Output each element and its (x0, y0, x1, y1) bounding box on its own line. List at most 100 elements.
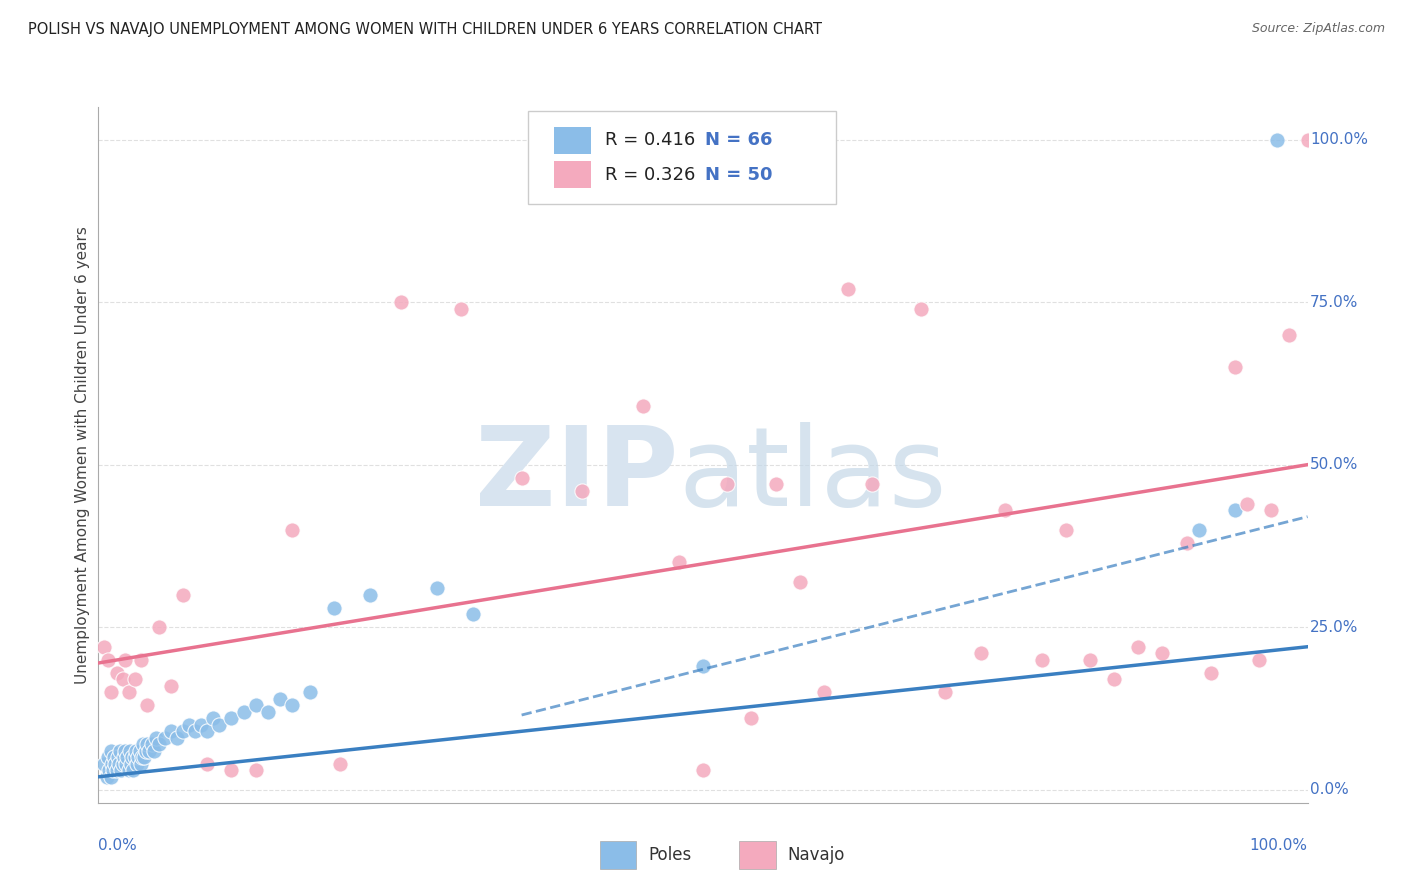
Point (97, 653, 120, 667)
Point (1031, 653, 1053, 667)
Point (1296, 132, 1319, 146)
Point (789, 574, 811, 589)
Point (190, 718, 212, 732)
FancyBboxPatch shape (600, 841, 637, 869)
Text: 25.0%: 25.0% (1310, 620, 1358, 635)
Point (114, 653, 136, 667)
Point (1152, 646, 1174, 660)
Point (93, 756, 115, 771)
Point (160, 724, 183, 739)
Point (127, 756, 149, 771)
Point (122, 764, 145, 778)
Point (1249, 653, 1271, 667)
FancyBboxPatch shape (554, 161, 591, 188)
Point (740, 711, 762, 725)
Point (1102, 672, 1125, 686)
Point (692, 764, 714, 778)
Point (221, 711, 243, 725)
Point (360, 588, 382, 602)
Point (135, 737, 157, 751)
Y-axis label: Unemployment Among Women with Children Under 6 years: Unemployment Among Women with Children U… (75, 226, 90, 684)
FancyBboxPatch shape (740, 841, 776, 869)
FancyBboxPatch shape (554, 127, 591, 154)
Point (128, 744, 150, 758)
Text: 0.0%: 0.0% (1310, 782, 1348, 797)
Point (117, 750, 139, 764)
Point (1223, 360, 1246, 375)
Point (118, 764, 141, 778)
Point (135, 744, 157, 758)
Point (1175, 535, 1198, 549)
Point (138, 744, 160, 758)
Point (148, 737, 170, 751)
Point (298, 685, 321, 699)
Point (121, 750, 143, 764)
Text: R = 0.326: R = 0.326 (605, 166, 696, 184)
Point (1188, 523, 1211, 537)
Point (111, 672, 134, 686)
Point (1236, 497, 1258, 511)
Point (148, 620, 170, 634)
Point (202, 711, 225, 725)
Text: 100.0%: 100.0% (1310, 132, 1368, 147)
Point (281, 698, 304, 713)
Point (112, 750, 135, 764)
Point (172, 588, 194, 602)
Point (837, 282, 859, 296)
Point (160, 679, 183, 693)
Point (108, 756, 131, 771)
Point (166, 731, 188, 745)
Point (103, 750, 125, 764)
Point (716, 477, 738, 491)
Point (208, 718, 231, 732)
Point (323, 600, 346, 615)
Text: atlas: atlas (679, 422, 948, 529)
Point (153, 731, 176, 745)
Text: 50.0%: 50.0% (1310, 458, 1358, 472)
Text: 100.0%: 100.0% (1250, 838, 1308, 853)
Point (910, 301, 932, 316)
Point (1078, 653, 1101, 667)
Point (135, 698, 157, 713)
Point (129, 756, 152, 771)
Point (124, 750, 146, 764)
Point (281, 523, 304, 537)
Point (329, 756, 352, 771)
Point (256, 705, 278, 719)
Point (813, 685, 835, 699)
Point (1278, 327, 1301, 342)
Point (141, 737, 163, 751)
Point (450, 301, 472, 316)
Text: R = 0.416: R = 0.416 (605, 131, 696, 150)
Point (177, 718, 201, 732)
Point (631, 399, 654, 413)
Point (1260, 503, 1282, 517)
Point (143, 744, 166, 758)
FancyBboxPatch shape (527, 111, 837, 204)
Point (134, 750, 156, 764)
Point (426, 581, 449, 595)
Point (195, 756, 218, 771)
Point (1128, 640, 1150, 654)
Point (510, 471, 533, 485)
Point (104, 756, 127, 771)
Point (100, 756, 122, 771)
Text: POLISH VS NAVAJO UNEMPLOYMENT AMONG WOMEN WITH CHILDREN UNDER 6 YEARS CORRELATIO: POLISH VS NAVAJO UNEMPLOYMENT AMONG WOME… (28, 22, 823, 37)
Point (93, 640, 115, 654)
Point (221, 764, 243, 778)
Text: 75.0%: 75.0% (1310, 294, 1358, 310)
Point (245, 764, 267, 778)
Point (114, 744, 136, 758)
Point (1054, 523, 1077, 537)
Point (111, 756, 134, 771)
Point (118, 685, 141, 699)
Point (125, 744, 148, 758)
Point (118, 744, 141, 758)
Point (100, 744, 122, 758)
Point (994, 503, 1017, 517)
Point (105, 665, 128, 680)
Point (124, 672, 146, 686)
Point (100, 685, 122, 699)
Text: Source: ZipAtlas.com: Source: ZipAtlas.com (1251, 22, 1385, 36)
Text: Navajo: Navajo (787, 846, 845, 864)
